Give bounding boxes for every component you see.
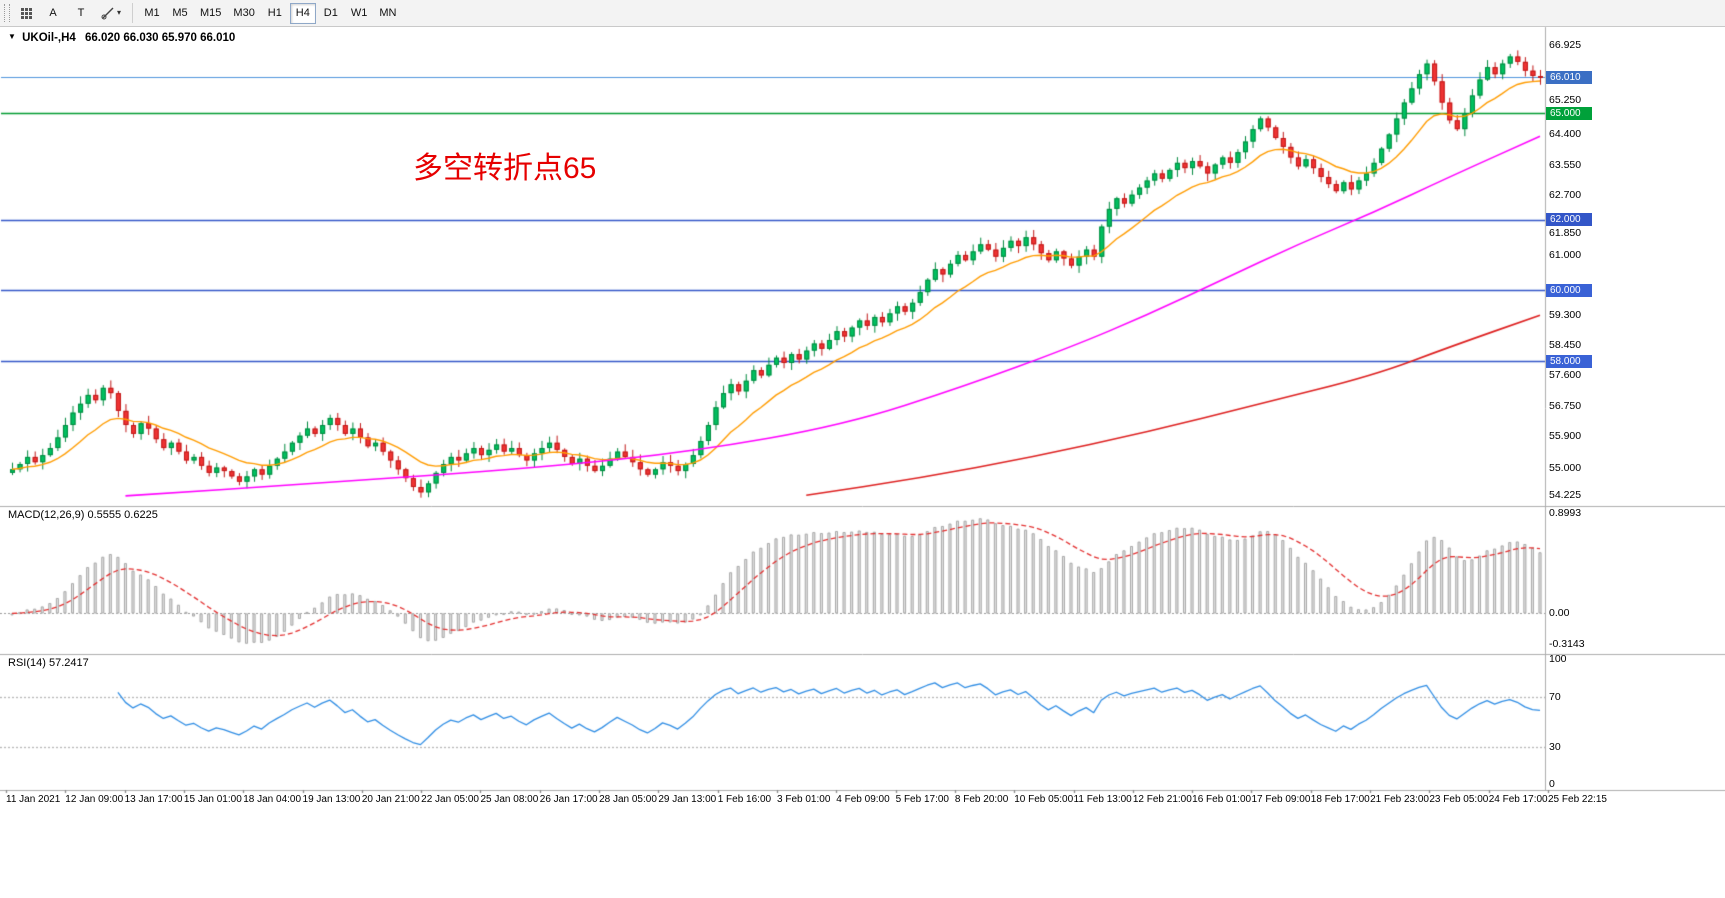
macd-axis-max-label: 0.8993 <box>1549 507 1582 519</box>
price-line-box: 66.010 <box>1546 70 1592 84</box>
price-tick-label: 63.550 <box>1549 158 1582 171</box>
time-tick-label: 3 Feb 01:00 <box>777 794 831 805</box>
timeframe-m1-button[interactable]: M1 <box>139 3 165 24</box>
timeframe-buttons: M1 M5 M15 M30 H1 H4 D1 W1 MN <box>138 2 402 24</box>
timeframe-m30-button[interactable]: M30 <box>228 3 259 24</box>
rsi-indicator-label: RSI(14) 57.2417 <box>8 657 89 669</box>
toolbar-separator <box>132 3 134 23</box>
timeframe-m5-button[interactable]: M5 <box>167 3 193 24</box>
time-tick-label: 12 Jan 09:00 <box>65 794 124 805</box>
price-tick-label: 55.900 <box>1549 429 1582 442</box>
price-line-box: 62.000 <box>1546 213 1592 226</box>
time-tick-label: 11 Jan 2021 <box>6 794 61 805</box>
time-tick-label: 29 Jan 13:00 <box>658 794 717 805</box>
toolbar: A T ▾ M1 M5 M15 M30 H1 H4 D1 W1 MN <box>0 0 1725 27</box>
price-tick-label: 65.250 <box>1549 94 1582 107</box>
time-tick-label: 1 Feb 16:00 <box>717 794 772 805</box>
macd-indicator-label: MACD(12,26,9) 0.5555 0.6225 <box>8 509 158 521</box>
symbol-period-label: UKOil-,H4 <box>22 32 76 44</box>
time-tick-label: 10 Feb 05:00 <box>1014 794 1074 805</box>
timeframe-mn-button[interactable]: MN <box>374 3 401 24</box>
caret-down-icon: ▾ <box>117 8 122 17</box>
toolbar-gripper[interactable] <box>4 4 10 22</box>
time-tick-label: 25 Feb 22:15 <box>1548 794 1607 805</box>
time-tick-label: 19 Jan 13:00 <box>302 794 361 805</box>
time-tick-label: 15 Jan 01:00 <box>183 794 242 805</box>
price-line-box: 60.000 <box>1546 283 1592 297</box>
text-tool-button[interactable]: T <box>68 3 94 24</box>
time-tick-label: 13 Jan 17:00 <box>124 794 183 805</box>
time-tick-label: 20 Jan 21:00 <box>361 794 420 805</box>
price-line-box: 65.000 <box>1546 106 1592 120</box>
price-tick-label: 64.400 <box>1549 128 1582 141</box>
time-tick-label: 18 Jan 04:00 <box>243 794 302 805</box>
time-tick-label: 4 Feb 09:00 <box>836 794 890 805</box>
rsi-axis-0-label: 0 <box>1549 778 1555 790</box>
rsi-axis-100-label: 100 <box>1549 653 1567 665</box>
rsi-axis-30-label: 30 <box>1549 740 1561 753</box>
price-tick-label: 54.225 <box>1549 489 1582 501</box>
time-tick-label: 16 Feb 01:00 <box>1192 794 1252 805</box>
time-tick-label: 8 Feb 20:00 <box>954 794 1009 805</box>
timeframe-m15-button[interactable]: M15 <box>195 3 226 24</box>
time-tick-label: 12 Feb 21:00 <box>1132 794 1192 805</box>
timeframe-d1-button[interactable]: D1 <box>318 3 344 24</box>
time-tick-label: 28 Jan 05:00 <box>599 794 657 805</box>
price-line-box: 58.000 <box>1546 354 1592 368</box>
shapes-dropdown-button[interactable]: ▾ <box>96 3 126 24</box>
chart-annotation-text[interactable]: 多空转折点65 <box>413 152 597 185</box>
price-tick-label: 55.000 <box>1549 461 1582 474</box>
macd-axis-zero-label: 0.00 <box>1549 607 1570 620</box>
price-tick-label: 61.000 <box>1549 248 1582 261</box>
price-tick-label: 59.300 <box>1549 309 1582 322</box>
time-tick-label: 17 Feb 09:00 <box>1251 794 1311 805</box>
time-tick-label: 5 Feb 17:00 <box>895 794 949 805</box>
price-tick-label: 56.750 <box>1549 399 1582 412</box>
timeframe-w1-button[interactable]: W1 <box>346 3 373 24</box>
rsi-axis-70-label: 70 <box>1549 690 1561 703</box>
price-tick-label: 58.450 <box>1549 339 1582 352</box>
ohlc-quotes-label: 66.020 66.030 65.970 66.010 <box>85 32 236 44</box>
chart-header: ▼ UKOil-,H4 66.020 66.030 65.970 66.010 <box>8 32 235 44</box>
price-tick-label: 57.600 <box>1549 369 1582 382</box>
timeframe-h4-button[interactable]: H4 <box>289 2 316 24</box>
grid-icon[interactable] <box>15 3 38 24</box>
price-tick-label: 61.850 <box>1549 226 1582 239</box>
time-tick-label: 18 Feb 17:00 <box>1310 794 1370 805</box>
time-tick-label: 24 Feb 17:00 <box>1488 794 1548 805</box>
shapes-icon <box>101 7 114 20</box>
dropdown-triangle-icon: ▼ <box>8 32 16 41</box>
price-tick-label: 62.700 <box>1549 188 1582 201</box>
grid-icon-svg <box>21 7 32 19</box>
time-tick-label: 25 Jan 08:00 <box>480 794 539 805</box>
time-tick-label: 23 Feb 05:00 <box>1429 794 1489 805</box>
time-tick-label: 22 Jan 05:00 <box>421 794 479 805</box>
macd-axis-min-label: -0.3143 <box>1549 638 1585 650</box>
label-tool-button[interactable]: A <box>40 3 66 24</box>
price-tick-label: 66.925 <box>1549 39 1582 51</box>
time-tick-label: 21 Feb 23:00 <box>1370 794 1429 805</box>
timeframe-h1-button[interactable]: H1 <box>262 3 288 24</box>
time-tick-label: 26 Jan 17:00 <box>539 794 598 805</box>
time-tick-label: 11 Feb 13:00 <box>1073 794 1132 805</box>
